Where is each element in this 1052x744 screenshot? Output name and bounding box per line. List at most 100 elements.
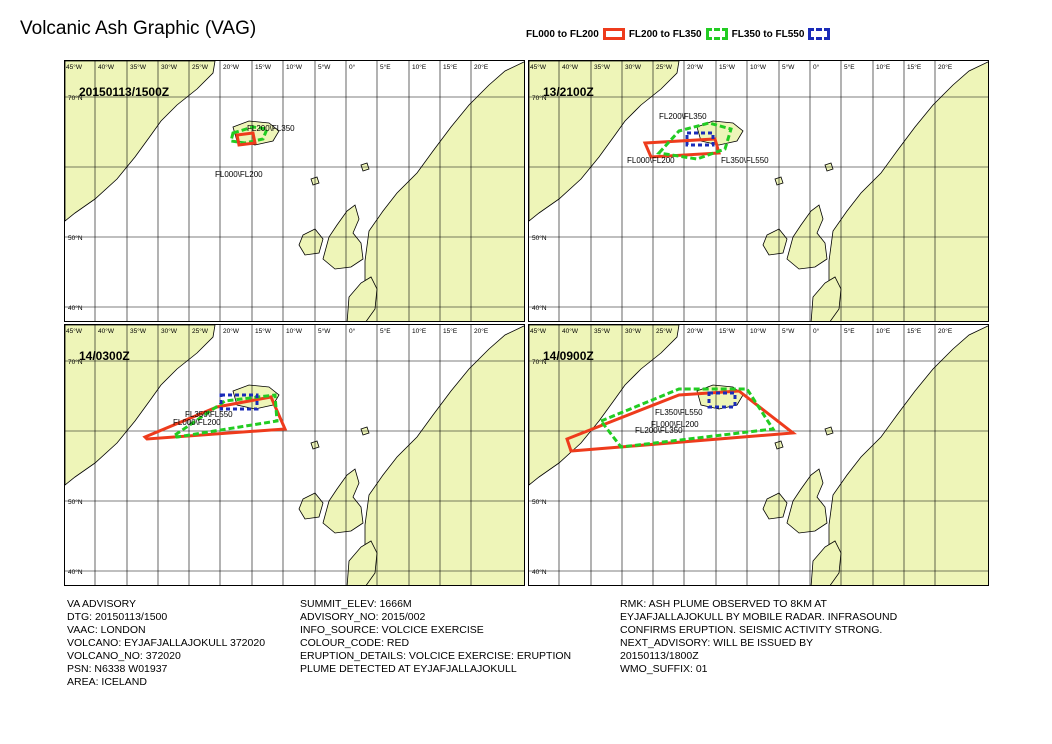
ash-overlay: FL350\FL550 FL000\FL200 FL200\FL350 bbox=[565, 387, 797, 453]
legend: FL000 to FL200 FL200 to FL350 FL350 to F… bbox=[526, 24, 834, 44]
lon-tick-label: 30°W bbox=[161, 63, 178, 71]
lon-tick-label: 20°E bbox=[474, 327, 489, 335]
lon-tick-label: 45°W bbox=[530, 63, 547, 71]
advisory-line: VOLCANO: EYJAFJALLAJOKULL 372020 bbox=[67, 637, 266, 649]
lon-tick-label: 35°W bbox=[130, 327, 147, 335]
lon-tick-label: 40°W bbox=[562, 63, 579, 71]
legend-label-fl350-fl550: FL350 to FL550 bbox=[731, 28, 805, 40]
land-shape bbox=[828, 325, 988, 585]
lat-tick-label: 40°N bbox=[532, 568, 547, 576]
lon-tick-label: 40°W bbox=[98, 63, 115, 71]
lat-tick-label: 40°N bbox=[532, 304, 547, 312]
lon-tick-label: 35°W bbox=[594, 327, 611, 335]
ash-overlay: FL200\FL350 FL000\FL200 bbox=[215, 124, 295, 179]
advisory-col-1: VA ADVISORY DTG: 20150113/1500 VAAC: LON… bbox=[67, 598, 265, 689]
lon-tick-label: 20°W bbox=[687, 63, 704, 71]
lon-tick-label: 5°W bbox=[782, 327, 795, 335]
advisory-line: SUMMIT_ELEV: 1666M bbox=[300, 598, 412, 610]
advisory-line: EYJAFJALLAJOKULL BY MOBILE RADAR. INFRAS… bbox=[620, 611, 898, 623]
lon-tick-label: 15°W bbox=[255, 327, 272, 335]
advisory-line: CONFIRMS ERUPTION. SEISMIC ACTIVITY STRO… bbox=[620, 624, 883, 636]
lon-tick-label: 20°E bbox=[938, 63, 953, 71]
legend-label-fl000-fl200: FL000 to FL200 bbox=[526, 28, 599, 40]
panel-time: 14/0900Z bbox=[543, 349, 594, 363]
lon-tick-label: 20°W bbox=[223, 327, 240, 335]
lon-tick-label: 10°W bbox=[750, 327, 767, 335]
map-panel-3: 45°W 40°W 35°W 30°W 25°W 20°W 15°W 10°W 5°W 0° 5°E… bbox=[64, 324, 525, 586]
advisory-line: AREA: ICELAND bbox=[67, 676, 147, 688]
land-shape bbox=[65, 61, 216, 222]
advisory-line: PSN: N6338 W01937 bbox=[67, 663, 168, 675]
lon-tick-label: 40°W bbox=[98, 327, 115, 335]
lon-tick-label: 20°E bbox=[938, 327, 953, 335]
polygon-label: FL350\FL550 bbox=[185, 410, 233, 419]
lon-tick-label: 5°E bbox=[380, 63, 391, 71]
legend-swatch-fl000-fl200 bbox=[602, 28, 625, 40]
lon-tick-label: 10°E bbox=[876, 63, 891, 71]
advisory-line: DTG: 20150113/1500 bbox=[67, 611, 168, 623]
land-shape bbox=[828, 61, 988, 321]
lon-tick-label: 10°E bbox=[412, 327, 427, 335]
map-svg: 45°W 40°W 35°W 30°W 25°W 20°W 15°W 10°W 5°W 0° 5°E… bbox=[65, 61, 524, 321]
lon-tick-label: 30°W bbox=[625, 327, 642, 335]
lat-tick-label: 40°N bbox=[68, 304, 83, 312]
lat-tick-label: 70°N bbox=[532, 358, 547, 366]
lon-tick-label: 5°W bbox=[782, 63, 795, 71]
lon-tick-label: 25°W bbox=[192, 327, 209, 335]
lon-tick-label: 15°W bbox=[255, 63, 272, 71]
land-shape bbox=[529, 325, 680, 486]
map-svg: 45°W 40°W 35°W 30°W 25°W 20°W 15°W 10°W 5°W 0° 5°E… bbox=[65, 325, 524, 585]
ash-overlay: FL200\FL350 FL000\FL200 FL350\FL550 bbox=[627, 112, 769, 165]
land-shape bbox=[810, 276, 842, 321]
advisory-col-3: RMK: ASH PLUME OBSERVED TO 8KM AT EYJAFJ… bbox=[620, 598, 897, 676]
lon-tick-label: 15°E bbox=[443, 63, 458, 71]
lon-tick-label: 5°E bbox=[844, 63, 855, 71]
advisory-line: 20150113/1800Z bbox=[620, 650, 699, 662]
panel-time: 13/2100Z bbox=[543, 85, 594, 99]
lon-tick-label: 25°W bbox=[192, 63, 209, 71]
land-shape bbox=[364, 61, 524, 321]
lat-tick-label: 70°N bbox=[68, 358, 83, 366]
lat-tick-label: 50°N bbox=[532, 498, 547, 506]
polygon-label: FL000\FL200 bbox=[651, 420, 699, 429]
land-shape bbox=[364, 325, 524, 585]
polygon-label: FL200\FL350 bbox=[635, 426, 683, 435]
lon-tick-label: 10°W bbox=[286, 327, 303, 335]
lon-tick-label: 25°W bbox=[656, 327, 673, 335]
lon-tick-label: 5°E bbox=[844, 327, 855, 335]
advisory-line: NEXT_ADVISORY: WILL BE ISSUED BY bbox=[620, 637, 814, 649]
lon-tick-label: 10°E bbox=[412, 63, 427, 71]
lon-tick-label: 45°W bbox=[530, 327, 547, 335]
land-shape bbox=[65, 325, 216, 486]
lon-tick-label: 30°W bbox=[625, 63, 642, 71]
panel-time: 20150113/1500Z bbox=[79, 85, 170, 99]
lat-tick-label: 70°N bbox=[532, 94, 547, 102]
advisory-line: WMO_SUFFIX: 01 bbox=[620, 663, 708, 675]
panel-time: 14/0300Z bbox=[79, 349, 130, 363]
lon-tick-label: 15°E bbox=[907, 63, 922, 71]
advisory-line: RMK: ASH PLUME OBSERVED TO 8KM AT bbox=[620, 598, 827, 610]
lon-tick-label: 5°W bbox=[318, 63, 331, 71]
ash-overlay: FL350\FL550 FL000\FL200 bbox=[142, 393, 288, 441]
lat-tick-label: 40°N bbox=[68, 568, 83, 576]
advisory-line: VA ADVISORY bbox=[67, 598, 137, 610]
lon-tick-label: 30°W bbox=[161, 327, 178, 335]
land-shape bbox=[346, 276, 378, 321]
polygon-label: FL200\FL350 bbox=[247, 124, 295, 133]
advisory-line: ADVISORY_NO: 2015/002 bbox=[300, 611, 426, 623]
lon-tick-label: 40°W bbox=[562, 327, 579, 335]
lat-tick-label: 70°N bbox=[68, 94, 83, 102]
map-panel-4: 45°W 40°W 35°W 30°W 25°W 20°W 15°W 10°W 5°W 0° 5°E… bbox=[528, 324, 989, 586]
land-shape bbox=[232, 120, 280, 146]
advisory-line: VOLCANO_NO: 372020 bbox=[67, 650, 181, 662]
lon-tick-label: 15°W bbox=[719, 327, 736, 335]
lon-tick-label: 0° bbox=[813, 327, 820, 335]
polygon-label: FL000\FL200 bbox=[173, 418, 221, 427]
advisory-line: ERUPTION_DETAILS: VOLCICE EXERCISE: ERUP… bbox=[300, 650, 572, 662]
lon-tick-label: 25°W bbox=[656, 63, 673, 71]
map-panel-1: 45°W 40°W 35°W 30°W 25°W 20°W 15°W 10°W 5°W 0° 5°E… bbox=[64, 60, 525, 322]
legend-swatch-fl350-fl550 bbox=[808, 28, 831, 40]
land-shape bbox=[346, 540, 378, 585]
page-title: Volcanic Ash Graphic (VAG) bbox=[20, 18, 257, 39]
lon-tick-label: 20°W bbox=[687, 327, 704, 335]
